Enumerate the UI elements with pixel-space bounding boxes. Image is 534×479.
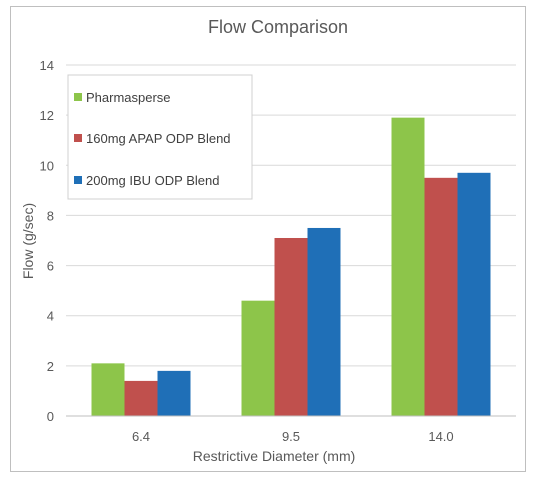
bar: [457, 172, 491, 416]
legend-swatch: [74, 176, 82, 184]
chart-title: Flow Comparison: [208, 17, 348, 37]
legend-swatch: [74, 93, 82, 101]
y-tick-label: 6: [47, 259, 54, 274]
bar: [391, 117, 425, 417]
legend-swatch: [74, 134, 82, 142]
legend[interactable]: Pharmasperse 160mg APAP ODP Blend 200mg IB…: [67, 74, 253, 200]
x-tick-label: 9.5: [282, 429, 300, 444]
legend-item[interactable]: 200mg IBU ODP Blend: [86, 173, 219, 188]
bar: [241, 300, 275, 416]
x-axis-label: Restrictive Diameter (mm): [193, 448, 356, 464]
axes: 0 2 4 6 8 10 12 14 6.4 9.5 14.0: [40, 58, 516, 444]
y-tick-label: 12: [40, 108, 54, 123]
bar: [274, 237, 308, 416]
x-tick-label: 6.4: [132, 429, 150, 444]
y-tick-label: 8: [47, 208, 54, 223]
bar: [91, 363, 125, 416]
x-tick-label: 14.0: [428, 429, 453, 444]
legend-item[interactable]: 160mg APAP ODP Blend: [86, 131, 231, 146]
bar: [124, 380, 158, 416]
bars: [91, 117, 491, 417]
y-tick-label: 0: [47, 409, 54, 424]
bar: [424, 177, 458, 416]
y-axis-label: Flow (g/sec): [20, 203, 36, 279]
y-tick-label: 10: [40, 158, 54, 173]
legend-box: [67, 74, 253, 200]
bar: [307, 227, 341, 416]
y-tick-label: 14: [40, 58, 54, 73]
y-tick-label: 2: [47, 359, 54, 374]
y-tick-label: 4: [47, 309, 54, 324]
legend-item[interactable]: Pharmasperse: [86, 90, 171, 105]
bar: [157, 370, 191, 416]
